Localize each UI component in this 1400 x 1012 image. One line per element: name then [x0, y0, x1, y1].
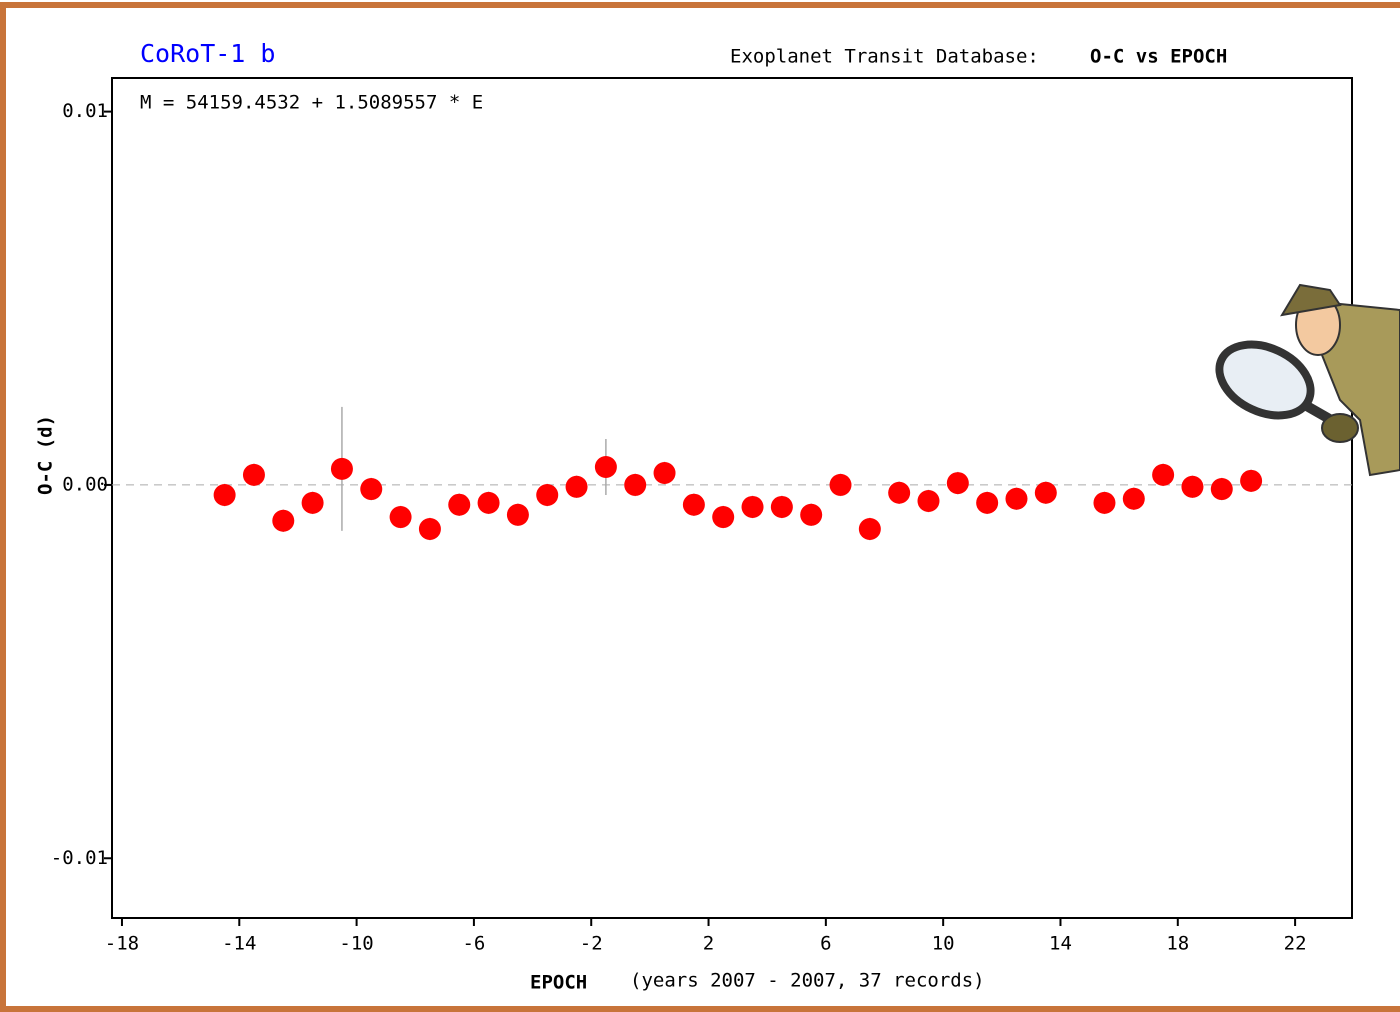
chart-title: CoRoT-1 b	[140, 39, 275, 68]
data-point	[301, 491, 324, 514]
data-point	[1240, 469, 1263, 492]
data-point	[1181, 475, 1204, 498]
annotation: M = 54159.4532 + 1.5089557 * E	[140, 92, 483, 114]
data-point	[594, 456, 617, 479]
data-point	[1034, 481, 1057, 504]
data-point	[360, 478, 383, 501]
plot-frame	[111, 77, 1353, 919]
x-axis-label: EPOCH	[530, 972, 587, 994]
data-point	[624, 473, 647, 496]
data-point	[242, 463, 265, 486]
data-point	[976, 491, 999, 514]
data-point	[536, 484, 559, 507]
x-tick-label: -18	[105, 933, 139, 955]
data-point	[330, 457, 353, 480]
data-point	[272, 509, 295, 532]
data-point	[741, 495, 764, 518]
data-point	[213, 484, 236, 507]
x-tick-label: 22	[1284, 933, 1307, 955]
y-tick-label: -0.01	[51, 847, 108, 869]
data-point	[653, 461, 676, 484]
data-point	[565, 475, 588, 498]
data-point	[800, 503, 823, 526]
data-point	[770, 495, 793, 518]
y-axis-label: O-C (d)	[35, 415, 57, 495]
data-point	[477, 491, 500, 514]
data-point	[946, 472, 969, 495]
x-tick-label: -14	[222, 933, 256, 955]
y-tick-label: 0.00	[62, 473, 108, 495]
data-point	[829, 473, 852, 496]
y-tick-label: 0.01	[62, 100, 108, 122]
x-tick-label: 18	[1166, 933, 1189, 955]
x-tick-label: 14	[1049, 933, 1072, 955]
x-axis-note: (years 2007 - 2007, 37 records)	[630, 970, 985, 992]
data-point	[1152, 463, 1175, 486]
data-point	[917, 489, 940, 512]
data-point	[1210, 478, 1233, 501]
subtitle-bold: O-C vs EPOCH	[1090, 46, 1227, 68]
data-point	[448, 493, 471, 516]
data-point	[506, 503, 529, 526]
subtitle: Exoplanet Transit Database:	[730, 46, 1039, 68]
x-tick-label: 2	[703, 933, 714, 955]
data-point	[712, 506, 735, 529]
x-tick-label: 6	[820, 933, 831, 955]
data-point	[1122, 487, 1145, 510]
x-tick-label: -10	[339, 933, 373, 955]
data-point	[858, 517, 881, 540]
x-tick-label: -2	[580, 933, 603, 955]
data-point	[1093, 491, 1116, 514]
data-point	[1005, 487, 1028, 510]
detective-illustration	[1215, 283, 1400, 477]
x-tick-label: 10	[932, 933, 955, 955]
data-point	[418, 517, 441, 540]
x-tick-label: -6	[462, 933, 485, 955]
data-point	[682, 493, 705, 516]
data-point	[888, 481, 911, 504]
data-point	[389, 506, 412, 529]
